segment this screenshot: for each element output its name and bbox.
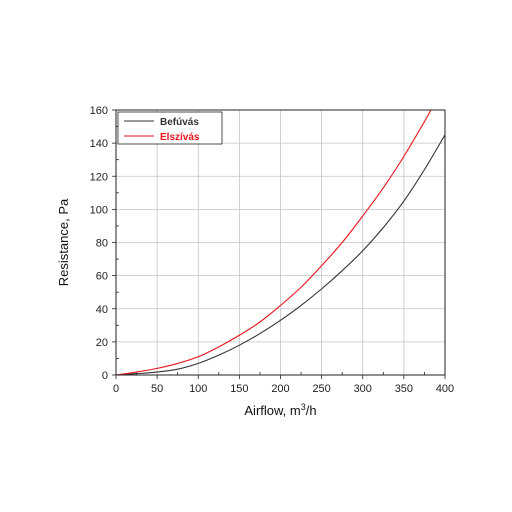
y-tick-label: 120 (90, 171, 108, 183)
legend-box (117, 111, 223, 145)
x-tick-label: 0 (113, 383, 119, 395)
x-tick-label: 400 (436, 383, 454, 395)
y-axis-title: Resistance, Pa (56, 198, 71, 286)
y-tick-label: 20 (96, 337, 108, 349)
series-line-0 (116, 134, 445, 375)
y-tick-label: 140 (90, 138, 108, 150)
series-layer (116, 110, 445, 375)
series-line-1 (116, 110, 432, 375)
y-tick-label: 160 (90, 105, 108, 117)
y-tick-label: 0 (102, 370, 108, 382)
y-tick-label: 100 (90, 204, 108, 216)
x-tick-label: 200 (271, 383, 289, 395)
x-tick-label: 50 (151, 383, 163, 395)
x-tick-labels: 0 50 100 150 200 250 300 350 400 (113, 375, 454, 395)
legend-label-elszivas: Elszívás (160, 132, 200, 143)
legend-label-befuvas: Befúvás (160, 117, 199, 128)
x-tick-label: 100 (189, 383, 207, 395)
x-tick-label: 300 (354, 383, 372, 395)
x-tick-label: 250 (312, 383, 330, 395)
x-tick-label: 150 (230, 383, 248, 395)
y-tick-label: 60 (96, 271, 108, 283)
y-tick-labels: 0 20 40 60 80 100 120 140 160 (90, 105, 116, 382)
x-axis-title: Airflow, m3/h (244, 402, 316, 418)
y-tick-label: 40 (96, 304, 108, 316)
y-tick-label: 80 (96, 238, 108, 250)
legend: Befúvás Elszívás (117, 111, 223, 145)
x-tick-label: 350 (395, 383, 413, 395)
